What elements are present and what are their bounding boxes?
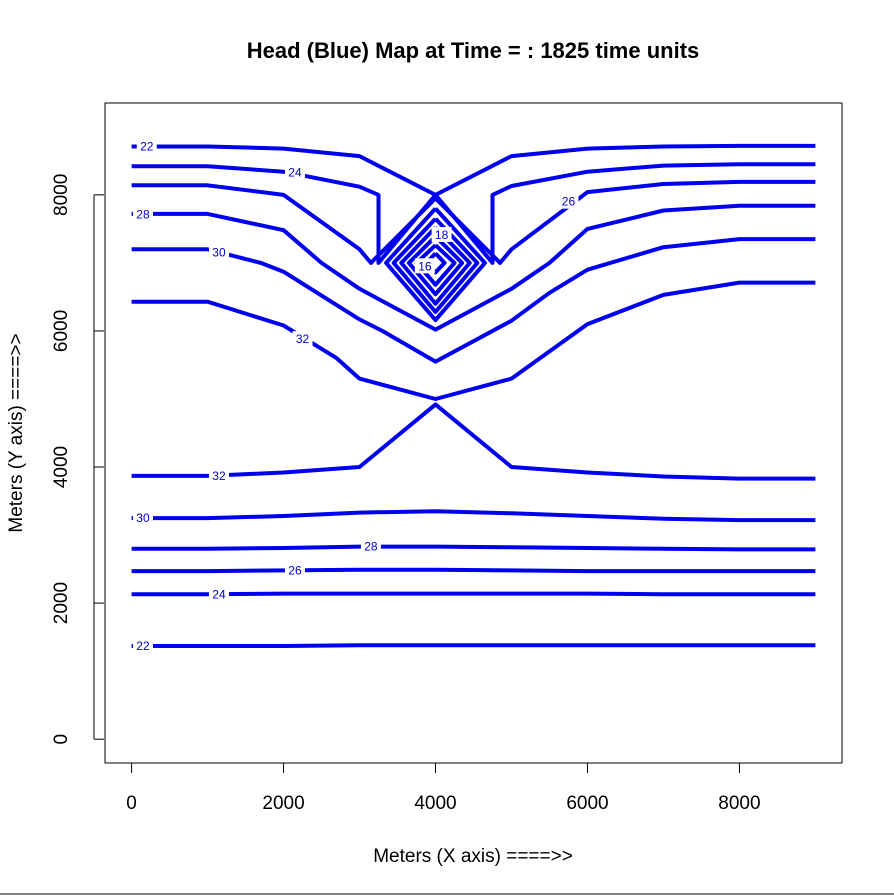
contour-line-22 — [131, 643, 816, 648]
contour-label-bg — [360, 538, 381, 554]
contour-label-bg — [284, 562, 305, 578]
plot-frame — [104, 102, 843, 764]
contour-line-19 — [391, 217, 480, 314]
contour-label: 30 — [136, 511, 150, 525]
y-tick-label: 4000 — [51, 446, 72, 488]
contour-label: 26 — [288, 563, 302, 577]
contour-label: 18 — [435, 228, 449, 242]
contour-label-bg — [132, 510, 153, 526]
contour-line-16 — [414, 243, 457, 287]
x-tick-label: 8000 — [718, 793, 760, 814]
y-axis-label: Meters (Y axis) ====>> — [6, 333, 27, 532]
contour-line-18 — [399, 226, 472, 306]
contour-label-bg — [431, 227, 452, 242]
contour-line-20 — [384, 207, 487, 323]
contour-label: 32 — [212, 469, 226, 483]
contour-label-bg — [208, 467, 229, 483]
contour-label-bg — [132, 637, 153, 653]
chart-title: Head (Blue) Map at Time = : 1825 time un… — [247, 38, 700, 63]
contour-label-bg — [136, 138, 157, 154]
contour-label: 28 — [136, 208, 150, 222]
x-tick-label: 4000 — [414, 793, 456, 814]
y-tick-label: 0 — [51, 734, 72, 745]
x-tick-label: 2000 — [262, 793, 304, 814]
contour-label: 30 — [212, 246, 226, 260]
contour-label-bg — [414, 258, 435, 274]
y-axis: 0 2000 4000 6000 8000 — [51, 174, 104, 745]
contour-line-32 — [131, 280, 816, 401]
contour-labels: 22 24 26 28 30 32 32 30 28 26 24 22 18 16 — [132, 138, 579, 653]
contour-label-bg — [208, 244, 229, 260]
contour-label: 32 — [296, 332, 310, 346]
contour-label: 22 — [140, 140, 154, 154]
contour-lines — [131, 143, 816, 648]
contour-label-bg — [132, 206, 153, 222]
contour-label-bg — [208, 586, 229, 602]
contour-line-28 — [131, 544, 816, 552]
contour-label: 22 — [136, 639, 150, 653]
contour-line-28 — [131, 203, 816, 332]
contour-label-bg — [284, 164, 305, 180]
y-tick-label: 2000 — [51, 582, 72, 624]
contour-line-17 — [406, 234, 465, 297]
contour-line-26 — [131, 179, 816, 265]
contour-line-24 — [131, 591, 816, 597]
contour-line-22 — [131, 143, 816, 197]
y-tick-label: 6000 — [51, 310, 72, 352]
y-tick-label: 8000 — [51, 174, 72, 216]
contour-label: 24 — [212, 587, 226, 601]
contour-label: 16 — [418, 259, 432, 273]
contour-label-bg — [292, 331, 313, 347]
contour-label: 24 — [288, 165, 302, 179]
x-tick-label: 6000 — [566, 793, 608, 814]
x-axis: 0 2000 4000 6000 8000 — [126, 762, 761, 814]
contour-label: 26 — [562, 195, 576, 209]
contour-line-26 — [131, 567, 816, 574]
contour-line-30 — [131, 509, 816, 523]
x-tick-label: 0 — [126, 793, 137, 814]
contour-line-30 — [131, 237, 816, 364]
x-axis-label: Meters (X axis) ====>> — [373, 846, 573, 867]
contour-label-bg — [558, 193, 579, 209]
contour-label: 28 — [364, 540, 378, 554]
contour-line-32 — [131, 402, 816, 481]
